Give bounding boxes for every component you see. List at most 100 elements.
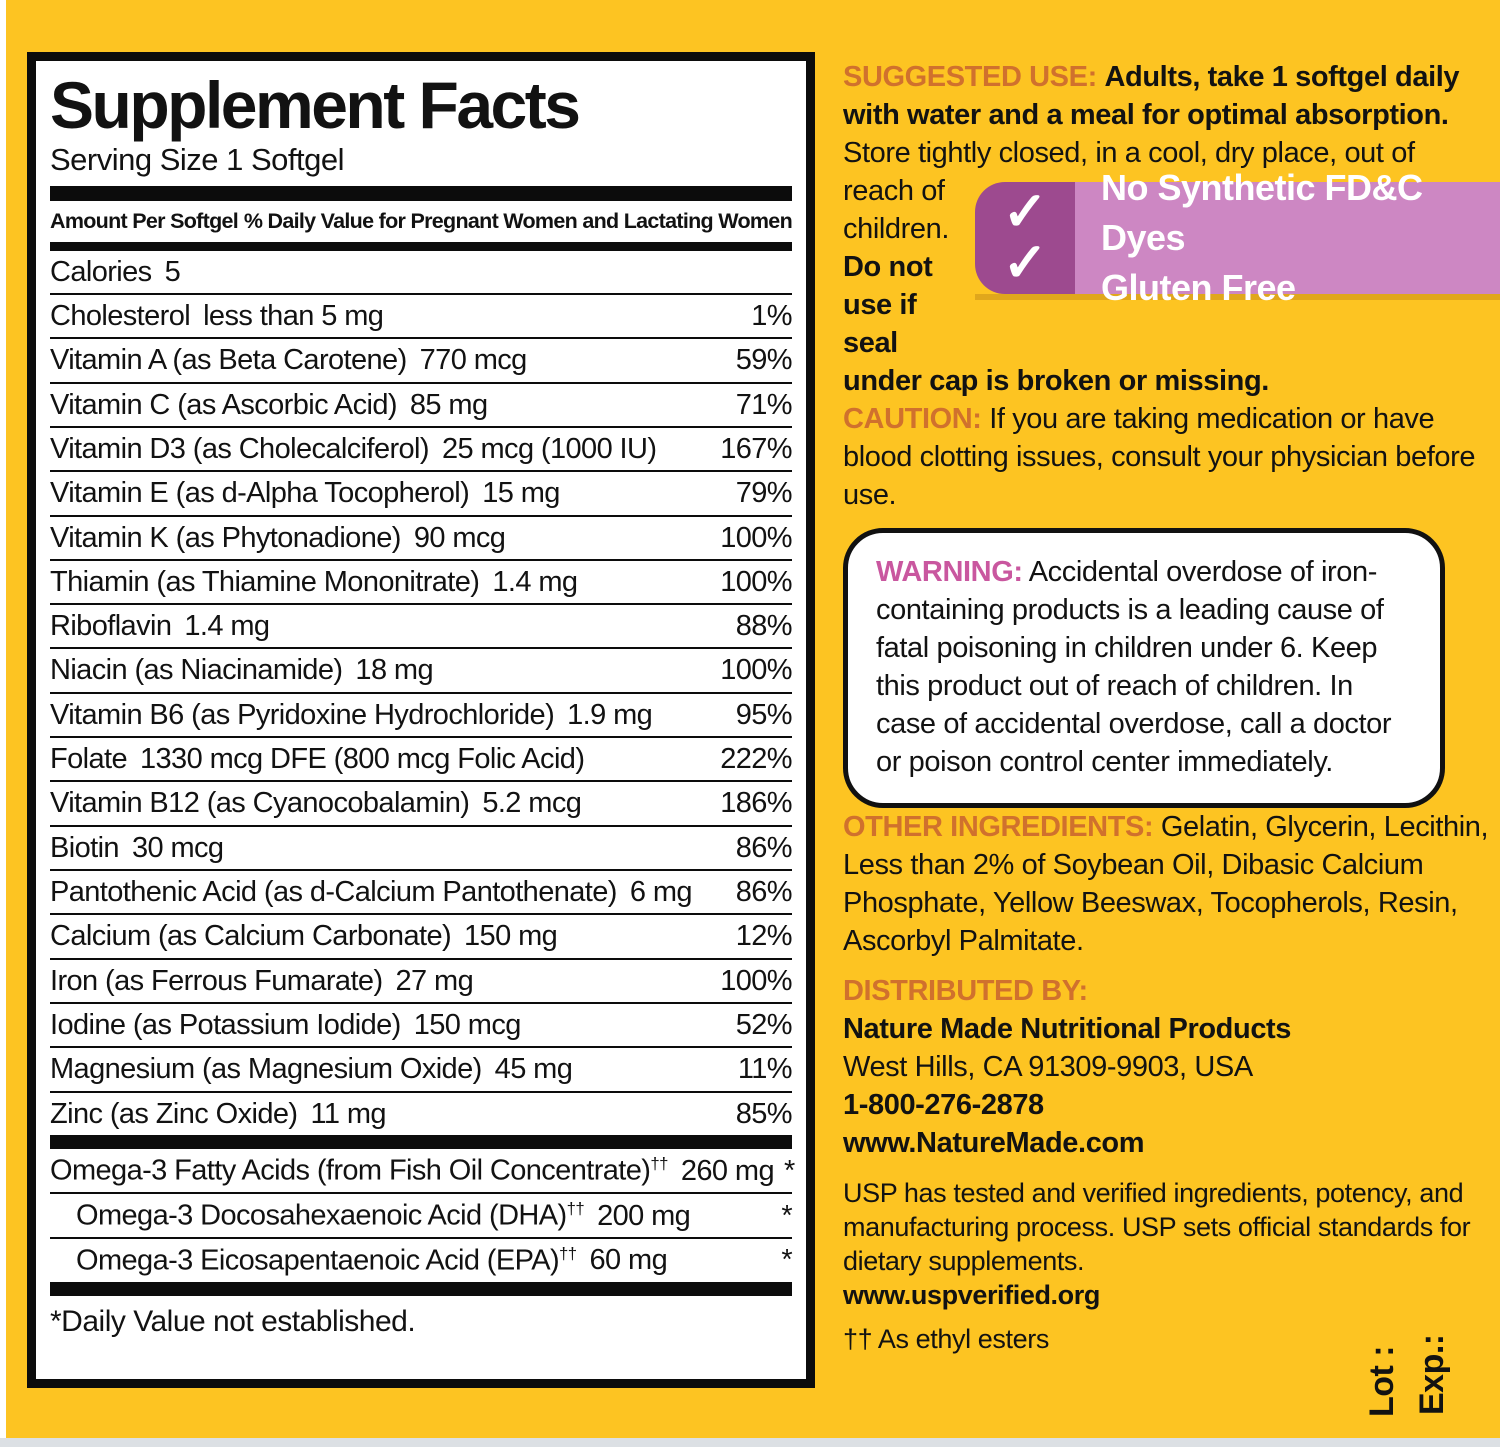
banner-wrap-row: reach of children. Do not use if seal ✓ …: [843, 167, 1500, 362]
exp-label: Exp.:: [1413, 1334, 1451, 1415]
thick-divider: [50, 185, 792, 201]
nutrient-dv: 95%: [735, 698, 793, 731]
phone-number: 1-800-276-2878: [843, 1089, 1044, 1121]
nutrient-dv: *: [781, 1199, 792, 1232]
table-row: Riboflavin 1.4 mg 88%: [50, 603, 793, 647]
banner-check-cap: ✓ ✓: [975, 182, 1075, 294]
thick-divider: [50, 1281, 792, 1296]
nutrient-name: Calcium (as Calcium Carbonate) 150 mg: [50, 920, 558, 953]
lot-exp-area: Lot : Exp.:: [1320, 1290, 1500, 1430]
ethyl-esters-note: †† As ethyl esters: [843, 1324, 1049, 1354]
serving-size: Serving Size 1 Softgel: [50, 141, 345, 177]
left-edge-strip: [0, 0, 6, 1447]
suggested-use-text: SUGGESTED USE: Adults, take 1 softgel da…: [843, 58, 1500, 172]
nutrient-dv: 85%: [735, 1097, 793, 1130]
website: www.NatureMade.com: [843, 1127, 1145, 1159]
usp-text: USP has tested and verified ingredients,…: [843, 1178, 1471, 1276]
claims-banner: ✓ ✓ No Synthetic FD&C Dyes Gluten Free: [975, 167, 1500, 308]
banner-claims: No Synthetic FD&C Dyes Gluten Free: [1075, 167, 1500, 308]
nutrient-name: Vitamin A (as Beta Carotene) 770 mcg: [50, 344, 527, 377]
nutrient-name: Magnesium (as Magnesium Oxide) 45 mg: [50, 1053, 573, 1086]
table-row: Vitamin D3 (as Cholecalciferol) 25 mcg (1…: [50, 425, 793, 470]
checkmark-icon: ✓: [1002, 233, 1048, 293]
table-row: Iron (as Ferrous Fumarate) 27 mg 100%: [50, 957, 793, 1002]
distributed-by-label: DISTRIBUTED BY:: [843, 975, 1088, 1007]
bottom-edge-strip: [0, 1438, 1500, 1447]
nutrient-name: Iron (as Ferrous Fumarate) 27 mg: [50, 964, 474, 997]
other-ingredients: OTHER INGREDIENTS: Gelatin, Glycerin, Le…: [843, 808, 1500, 960]
nutrient-name: Calories 5: [50, 255, 181, 288]
nutrient-dv: 52%: [735, 1008, 793, 1041]
nutrient-dv: 86%: [735, 876, 793, 908]
nutrient-dv: *: [781, 1244, 792, 1277]
storage-text-cont: reach of children.: [843, 175, 950, 245]
suggested-use-bold: Adults, take 1 softgel daily with water …: [843, 61, 1460, 131]
table-row: Omega-3 Docosahexaenoic Acid (DHA)†† 200 …: [50, 1191, 793, 1237]
caution-text: CAUTION: If you are taking medication or…: [843, 400, 1500, 514]
table-row: Vitamin K (as Phytonadione) 90 mcg 100%: [50, 514, 793, 559]
seal-warning-start: Do not use if seal: [843, 251, 933, 359]
nutrient-dv: 100%: [720, 964, 792, 997]
omega-rows: Omega-3 Fatty Acids (from Fish Oil Conce…: [50, 1149, 795, 1282]
table-row: Vitamin B6 (as Pyridoxine Hydrochloride)…: [50, 691, 793, 736]
nutrient-dv: 100%: [720, 565, 792, 598]
table-row: Pantothenic Acid (as d-Calcium Pantothen…: [50, 869, 793, 913]
nutrient-name: Niacin (as Niacinamide) 18 mg: [50, 654, 434, 687]
thick-divider: [50, 241, 792, 251]
nutrient-name: Omega-3 Docosahexaenoic Acid (DHA)†† 200 …: [76, 1198, 691, 1232]
table-row: Magnesium (as Magnesium Oxide) 45 mg 11%: [50, 1046, 793, 1090]
lot-label: Lot :: [1363, 1345, 1401, 1417]
right-column: SUGGESTED USE: Adults, take 1 softgel da…: [843, 58, 1500, 1358]
table-row: Omega-3 Fatty Acids (from Fish Oil Conce…: [50, 1149, 795, 1192]
table-row: Vitamin C (as Ascorbic Acid) 85 mg 71%: [50, 381, 793, 426]
nutrient-name: Omega-3 Fatty Acids (from Fish Oil Conce…: [50, 1153, 775, 1187]
nutrient-dv: 100%: [720, 521, 792, 554]
warning-label: WARNING:: [876, 556, 1023, 588]
other-ingredients-body: Gelatin, Glycerin, Lecithin, Less than 2…: [843, 811, 1489, 957]
nutrient-name: Omega-3 Eicosapentaenoic Acid (EPA)†† 60 …: [76, 1243, 668, 1277]
table-row: Vitamin B12 (as Cyanocobalamin) 5.2 mcg 1…: [50, 780, 793, 824]
nutrient-name: Pantothenic Acid (as d-Calcium Pantothen…: [50, 876, 693, 908]
table-row: Iodine (as Potassium Iodide) 150 mcg 52%: [50, 1001, 793, 1046]
dv-footnote: *Daily Value not established.: [50, 1304, 416, 1338]
nutrient-name: Vitamin B12 (as Cyanocobalamin) 5.2 mcg: [50, 787, 582, 820]
nutrient-dv: 59%: [735, 344, 793, 377]
suggested-use-label: SUGGESTED USE:: [843, 61, 1097, 93]
supplement-facts-panel: Supplement Facts Serving Size 1 Softgel …: [27, 52, 815, 1388]
caution-label: CAUTION:: [843, 403, 982, 435]
table-row: Thiamin (as Thiamine Mononitrate) 1.4 mg …: [50, 558, 793, 603]
checkmark-icon: ✓: [1002, 181, 1048, 242]
nutrient-name: Zinc (as Zinc Oxide) 11 mg: [50, 1097, 387, 1130]
nutrient-name: Vitamin C (as Ascorbic Acid) 85 mg: [50, 388, 488, 421]
table-row: Calcium (as Calcium Carbonate) 150 mg 12%: [50, 913, 793, 957]
claim-no-dyes: No Synthetic FD&C Dyes: [1101, 167, 1423, 258]
table-row: Biotin 30 mcg 86%: [50, 824, 793, 869]
iron-warning-box: WARNING: Accidental overdose of iron-con…: [843, 528, 1445, 808]
nutrient-name: Vitamin B6 (as Pyridoxine Hydrochloride)…: [50, 698, 653, 731]
nutrient-dv: 79%: [735, 477, 793, 510]
claim-gluten-free: Gluten Free: [1101, 267, 1296, 308]
thick-divider: [50, 1134, 792, 1149]
nutrient-name: Thiamin (as Thiamine Mononitrate) 1.4 mg: [50, 565, 578, 598]
table-row: Zinc (as Zinc Oxide) 11 mg 85%: [50, 1090, 793, 1135]
table-row: Folate 1330 mcg DFE (800 mcg Folic Acid) …: [50, 736, 793, 780]
table-row: Cholesterol less than 5 mg 1%: [50, 292, 793, 337]
column-header: Amount Per Softgel % Daily Value for Pre…: [50, 208, 793, 234]
table-row: Niacin (as Niacinamide) 18 mg 100%: [50, 647, 793, 691]
nutrient-name: Vitamin E (as d-Alpha Tocopherol) 15 mg: [50, 477, 560, 510]
nutrient-dv: 86%: [735, 831, 793, 864]
column-header-dv: % Daily Value for Pregnant Women and Lac…: [243, 208, 793, 233]
nutrient-name: Cholesterol less than 5 mg: [50, 299, 384, 332]
nutrient-dv: 11%: [737, 1053, 793, 1086]
nutrient-name: Biotin 30 mcg: [50, 831, 224, 864]
nutrient-dv: 71%: [735, 388, 793, 421]
nutrient-dv: 12%: [735, 920, 793, 953]
table-row: Vitamin E (as d-Alpha Tocopherol) 15 mg 7…: [50, 470, 793, 514]
panel-title: Supplement Facts: [50, 68, 581, 142]
usp-link: www.uspverified.org: [843, 1280, 1100, 1310]
nutrient-dv: 167%: [720, 432, 792, 465]
nutrient-name: Vitamin K (as Phytonadione) 90 mcg: [50, 521, 506, 554]
seal-warning-end: under cap is broken or missing.: [843, 365, 1269, 397]
wrapped-text: reach of children. Do not use if seal: [843, 172, 975, 362]
